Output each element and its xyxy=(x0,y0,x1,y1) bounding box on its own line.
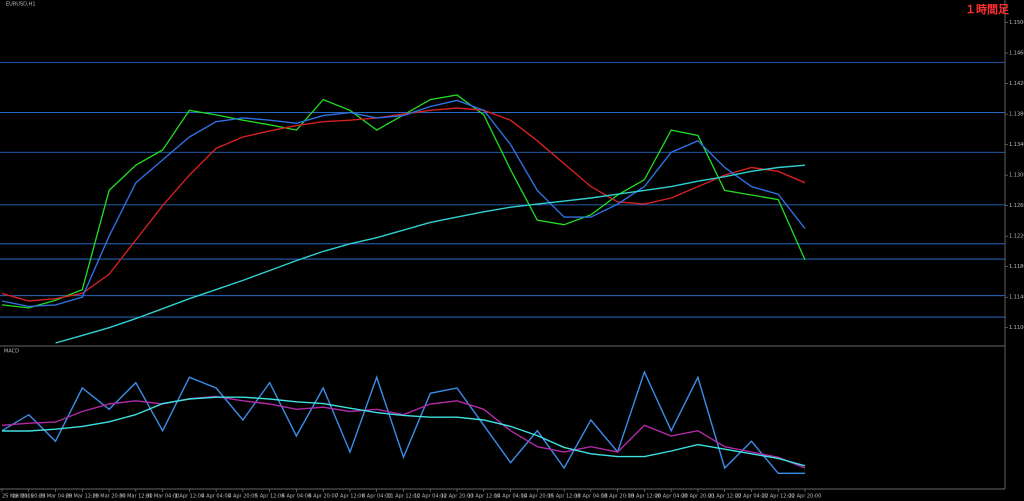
x-tick-label: 30 Mar 12:00 xyxy=(119,494,152,500)
x-tick-label: 15 Apr 12:00 xyxy=(548,494,581,500)
series-line xyxy=(1,99,806,308)
series-line xyxy=(1,370,805,474)
y-tick-label: 1.14600 xyxy=(1009,51,1024,57)
x-tick-label: 25 Mar 2016 xyxy=(2,494,34,500)
x-tick-label: 14 Apr 20:00 xyxy=(521,494,554,500)
y-tick-label: 1.15000 xyxy=(1009,20,1024,26)
timeframe-label: １時間足 xyxy=(965,2,1010,16)
y-tick-label: 1.13400 xyxy=(1009,142,1024,148)
x-tick-label: 28 Mar 20:00 xyxy=(12,494,45,500)
x-tick-label: 22 Apr 04:00 xyxy=(735,494,768,500)
x-tick-label: 1 Apr 12:00 xyxy=(175,494,204,500)
x-tick-label: 11 Apr 12:00 xyxy=(387,494,420,500)
x-tick-label: 8 Apr 04:00 xyxy=(362,494,391,500)
x-tick-label: 13 Apr 12:00 xyxy=(467,494,500,500)
x-tick-label: 18 Apr 20:00 xyxy=(601,494,634,500)
y-tick-label: 1.13800 xyxy=(1009,112,1024,118)
x-tick-label: 19 Apr 12:00 xyxy=(628,494,661,500)
x-tick-label: 18 Apr 04:00 xyxy=(575,494,608,500)
y-tick-label: 1.13000 xyxy=(1009,173,1024,179)
x-tick-label: 20 Apr 20:00 xyxy=(682,494,715,500)
x-tick-label: 29 Mar 12:00 xyxy=(66,494,99,500)
x-tick-label: 5 Apr 12:00 xyxy=(255,494,284,500)
y-tick-label: 1.12200 xyxy=(1009,234,1024,240)
x-tick-label: 12 Apr 20:00 xyxy=(441,494,474,500)
chart-title: EURUSD,H1 xyxy=(6,2,36,8)
series-line xyxy=(55,164,806,344)
x-tick-label: 12 Apr 04:00 xyxy=(414,494,447,500)
x-tick-label: 22 Apr 20:00 xyxy=(789,494,822,500)
x-tick-label: 29 Mar 04:00 xyxy=(39,494,72,500)
x-tick-label: 22 Apr 12:00 xyxy=(762,494,795,500)
x-tick-label: 7 Apr 12:00 xyxy=(335,494,364,500)
series-line xyxy=(2,396,806,467)
y-tick-label: 1.11800 xyxy=(1009,264,1024,270)
x-tick-label: 29 Mar 20:00 xyxy=(92,494,125,500)
y-tick-label: 1.11000 xyxy=(1009,325,1024,331)
macd-title: MACD xyxy=(4,349,19,355)
x-tick-label: 14 Apr 04:00 xyxy=(494,494,527,500)
y-tick-label: 1.14200 xyxy=(1009,81,1024,87)
x-tick-label: 6 Apr 20:00 xyxy=(308,494,337,500)
y-tick-label: 1.11400 xyxy=(1009,295,1024,301)
y-tick-label: 1.12600 xyxy=(1009,203,1024,209)
series-line xyxy=(1,107,806,302)
x-tick-label: 4 Apr 04:00 xyxy=(201,494,230,500)
x-tick-label: 31 Mar 04:00 xyxy=(146,494,179,500)
x-tick-label: 20 Apr 04:00 xyxy=(655,494,688,500)
x-tick-label: 21 Apr 12:00 xyxy=(708,494,741,500)
x-tick-label: 6 Apr 04:00 xyxy=(282,494,311,500)
x-tick-label: 4 Apr 20:00 xyxy=(228,494,257,500)
